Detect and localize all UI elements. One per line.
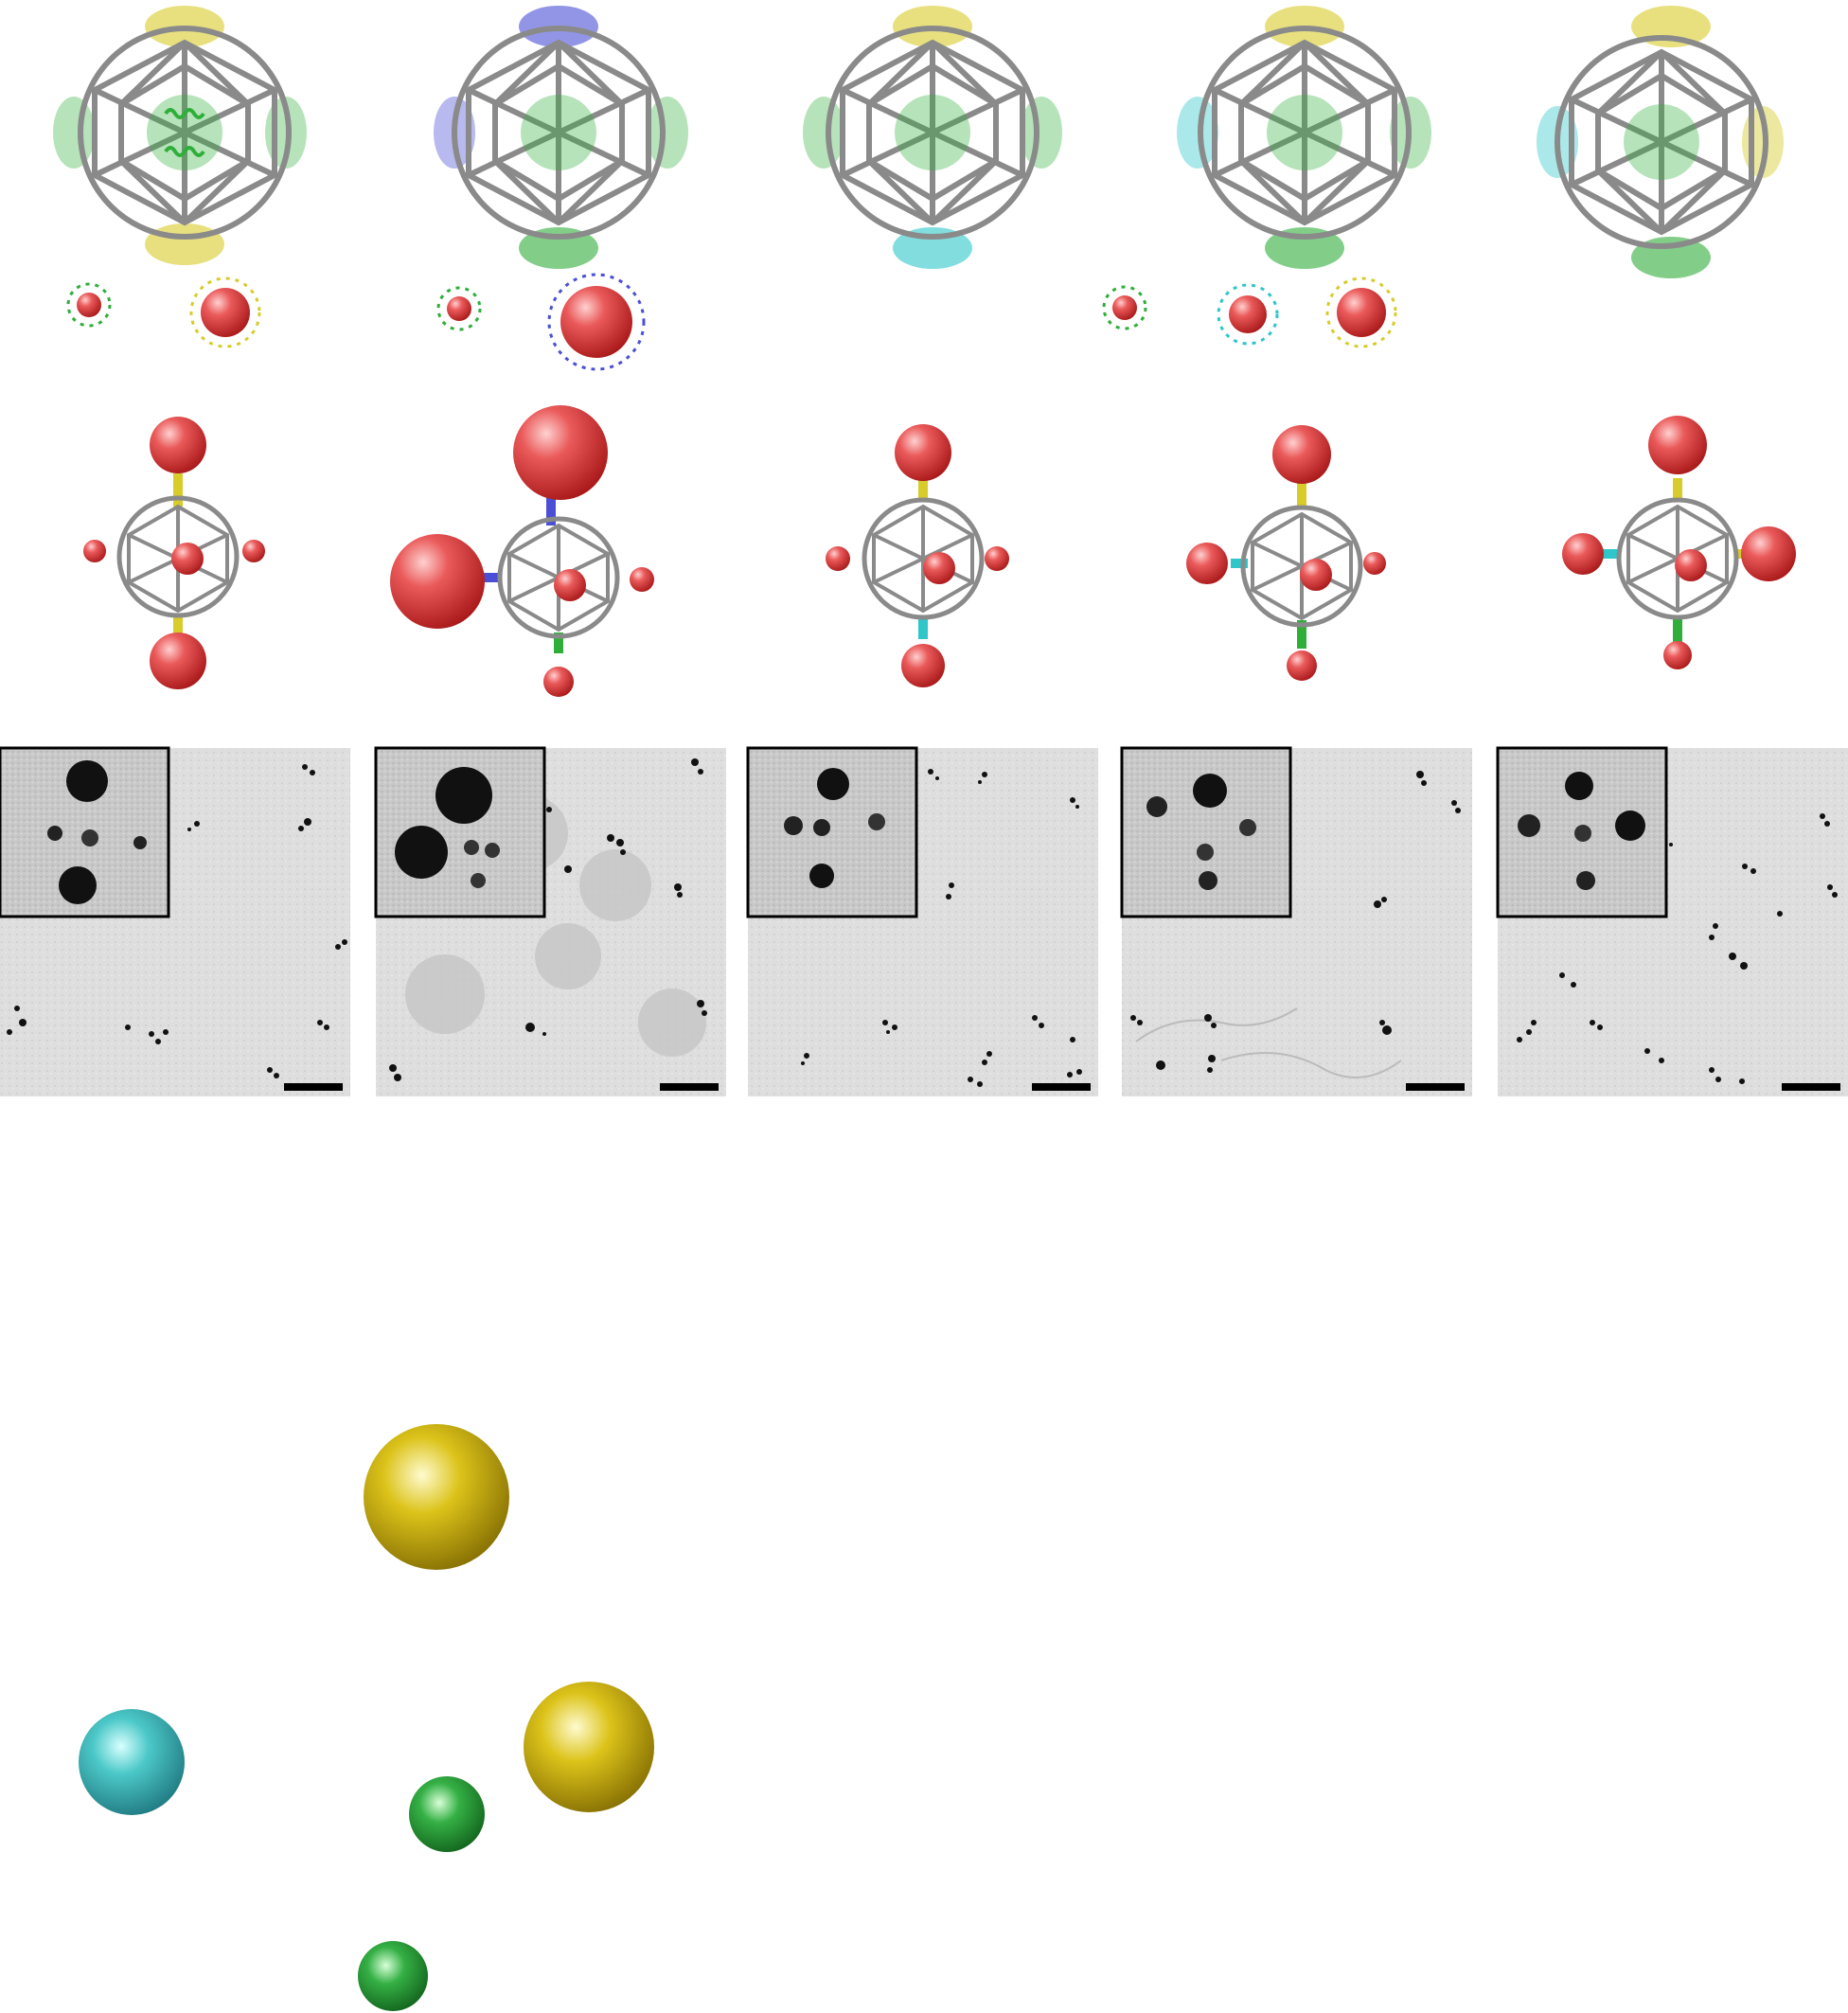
particle-center (923, 552, 955, 584)
tem-micrograph-panel-5 (1496, 746, 1848, 1096)
particle-left (826, 546, 850, 571)
particle-right (1363, 552, 1386, 575)
green-ligand-shell (436, 286, 482, 331)
large-particle-blue-ligand (560, 286, 632, 358)
icosahedral-cage (452, 26, 666, 240)
medium-particle-cyan-ligand (1229, 295, 1267, 333)
scale-bar (284, 1083, 343, 1091)
large-yellow-sphere-right (524, 1682, 654, 1812)
tem-particles (7, 764, 347, 1078)
scale-bar (1406, 1083, 1465, 1091)
row-tem-micrographs (0, 746, 1848, 1096)
tem-micrograph-panel-2 (374, 746, 726, 1096)
small-cage (497, 516, 620, 639)
sphere-legend-group (79, 1424, 654, 2011)
particle-right (242, 540, 265, 562)
tem-particles (801, 769, 1082, 1087)
yellow-ligand-shell (189, 276, 261, 348)
green-sphere-middle (409, 1776, 485, 1852)
cluster-panel-1 (83, 417, 265, 689)
particle-bottom (1287, 650, 1317, 681)
particle-left (1562, 533, 1604, 575)
inset-particle (435, 767, 492, 824)
green-ligand-shell (66, 282, 112, 328)
row-cage-schematics (53, 6, 1784, 371)
particle-bottom (150, 632, 206, 689)
icosahedral-cage (1198, 26, 1412, 240)
scale-bar (1782, 1083, 1840, 1091)
green-linker-strands (164, 108, 205, 157)
scale-bar (660, 1083, 719, 1091)
small-particle-green-ligand (1112, 295, 1137, 320)
particle-top (1272, 425, 1331, 484)
small-cage (1240, 505, 1363, 628)
row-assembled-clusters (83, 405, 1796, 697)
particle-left (1186, 543, 1228, 584)
cluster-panel-5 (1562, 416, 1796, 669)
tem-particles (389, 758, 707, 1081)
small-cage (1616, 497, 1739, 620)
cyan-ligand-shell (1217, 283, 1279, 346)
tem-inset (1120, 746, 1292, 918)
cage-schematic-panel-2 (434, 6, 688, 371)
yellow-ligand-shell (1325, 276, 1397, 348)
particle-right (985, 546, 1009, 571)
small-particle-green-ligand (77, 293, 101, 317)
inset-particle (66, 760, 108, 802)
large-particle-yellow-ligand (201, 288, 250, 337)
particle-top (1648, 416, 1707, 474)
tem-particles (1517, 813, 1838, 1084)
particle-center (554, 569, 586, 601)
large-particle-yellow-ligand (1337, 288, 1386, 337)
particle-top-large (513, 405, 608, 500)
icosahedral-cage (78, 26, 292, 240)
inset-particle (1565, 772, 1593, 800)
cage-schematic-panel-4 (1102, 6, 1431, 348)
cluster-panel-4 (1186, 425, 1386, 681)
cage-schematic-panel-5 (1537, 6, 1784, 278)
blue-ligand-shell (547, 273, 646, 371)
small-particle-green-ligand (447, 296, 471, 321)
icosahedral-cage (826, 26, 1040, 240)
tem-micrograph-panel-1 (0, 746, 350, 1096)
particle-bottom (543, 667, 574, 697)
tem-micrograph-panel-3 (746, 746, 1098, 1096)
cluster-panel-2 (390, 405, 654, 697)
particle-bottom (901, 644, 945, 687)
particle-center (1675, 549, 1707, 581)
small-cage (862, 497, 985, 620)
particle-right (1741, 526, 1796, 581)
cage-schematic-panel-3 (803, 6, 1062, 269)
green-sphere-bottom (358, 1941, 428, 2011)
inset-particle (817, 768, 849, 800)
particle-left-large (390, 534, 485, 629)
cyan-sphere (79, 1709, 185, 1815)
inset-particle (1193, 774, 1227, 808)
particle-center (171, 543, 204, 575)
cage-schematic-panel-1 (53, 6, 307, 348)
particle-left (83, 540, 106, 562)
large-yellow-sphere-top (364, 1424, 509, 1570)
scale-bar (1032, 1083, 1091, 1091)
cluster-panel-3 (826, 424, 1009, 687)
particle-bottom (1663, 641, 1692, 669)
small-cage (116, 495, 240, 618)
particle-top (895, 424, 951, 481)
particle-top (150, 417, 206, 473)
particle-right (630, 567, 654, 592)
particle-center (1300, 559, 1332, 591)
icosahedral-cage (1555, 35, 1768, 249)
tem-particles (1130, 771, 1461, 1073)
tem-micrograph-panel-4 (1120, 746, 1472, 1096)
green-ligand-shell (1102, 285, 1147, 330)
